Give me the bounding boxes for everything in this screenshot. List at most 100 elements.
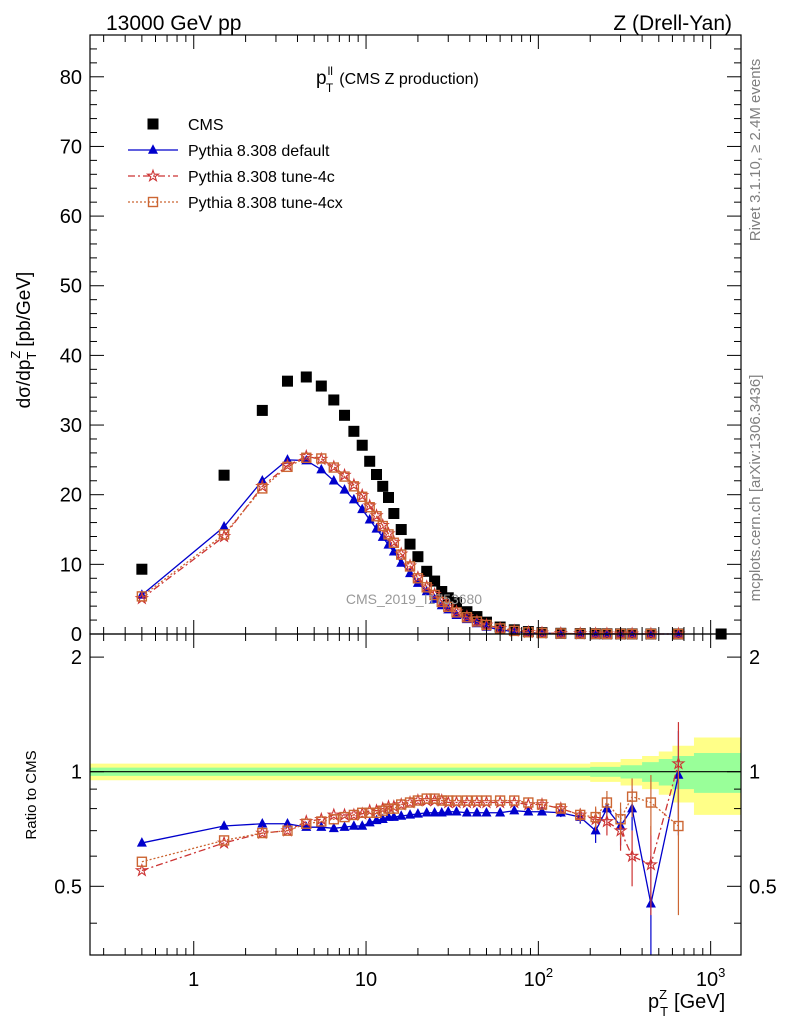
data-point	[523, 805, 534, 816]
data-point	[388, 811, 399, 821]
data-point	[356, 439, 368, 451]
data-point	[256, 404, 268, 416]
data-point	[218, 529, 230, 540]
data-point	[599, 814, 615, 828]
data-point	[421, 793, 432, 804]
data-point	[371, 468, 383, 480]
legend-marker-0	[147, 118, 159, 130]
data-point	[136, 563, 148, 575]
data-point	[451, 805, 462, 816]
legend-marker-1	[148, 144, 158, 154]
x-tick-label: 10	[355, 969, 377, 991]
data-point	[396, 557, 407, 567]
xlabel-unit: [GeV]	[674, 991, 725, 1013]
data-point	[481, 795, 492, 806]
data-point	[404, 538, 416, 550]
data-point	[673, 820, 684, 832]
data-point	[509, 625, 520, 637]
data-point	[282, 825, 293, 836]
data-point	[429, 575, 441, 587]
legend-marker-3	[147, 196, 159, 208]
xlabel-sup: Z	[659, 987, 667, 1002]
y-tick-label: 2	[71, 647, 82, 669]
data-point	[412, 551, 424, 563]
data-point	[436, 586, 448, 598]
header-right: Z (Drell-Yan)	[613, 12, 732, 35]
data-point	[371, 511, 382, 522]
series-line-0	[141, 774, 680, 904]
data-point	[282, 461, 293, 473]
data-point	[396, 810, 407, 820]
data-point	[421, 807, 432, 817]
outer-uncertainty-band	[90, 737, 741, 815]
data-point	[429, 807, 440, 817]
data-point	[339, 471, 350, 482]
legend-label-2: Pythia 8.308 tune-4c	[188, 169, 335, 186]
data-point	[357, 807, 368, 818]
data-point	[316, 816, 327, 827]
data-point	[357, 491, 368, 502]
data-point	[412, 573, 424, 584]
data-point	[301, 452, 312, 463]
data-point	[404, 797, 416, 808]
data-point	[436, 795, 447, 806]
data-point	[339, 821, 350, 831]
data-point	[257, 817, 268, 828]
data-point	[523, 797, 534, 808]
data-point	[429, 793, 440, 804]
data-point	[645, 797, 657, 808]
data-point	[339, 409, 351, 421]
y-tick-label-right: 0.5	[749, 876, 777, 898]
x-tick-label: 102	[524, 965, 553, 991]
y-tick-label: 10	[60, 554, 82, 576]
data-point	[257, 827, 268, 839]
data-point	[509, 795, 520, 806]
data-point	[136, 856, 148, 867]
xlabel-symbol: p	[648, 991, 659, 1013]
data-point	[624, 848, 640, 863]
data-point	[316, 463, 327, 474]
data-point	[471, 807, 482, 817]
data-point	[364, 807, 375, 818]
y-tick-label-right: 1	[749, 762, 760, 784]
data-point	[388, 508, 400, 520]
title-sub: T	[326, 81, 334, 95]
data-point	[481, 807, 492, 817]
mcplots-label: mcplots.cern.ch [arXiv:1306.3436]	[747, 375, 764, 602]
y-tick-label: 70	[60, 136, 82, 158]
data-point	[134, 863, 149, 877]
data-point	[301, 818, 312, 829]
data-point	[601, 797, 613, 808]
data-point	[555, 803, 567, 814]
data-point	[671, 756, 686, 770]
data-point	[383, 529, 394, 540]
y-tick-label: 80	[60, 67, 82, 89]
x-tick-label-exp: 3	[718, 965, 725, 980]
data-point	[315, 380, 327, 392]
data-point	[451, 607, 462, 618]
ylabel-text: dσ/dp	[14, 360, 35, 409]
data-point	[388, 537, 400, 548]
data-point	[536, 627, 548, 639]
x-tick-label-base: 1	[188, 969, 199, 991]
data-point	[218, 469, 230, 481]
legend: CMS Pythia 8.308 default Pythia 8.308 tune…	[128, 117, 343, 212]
ylabel-sup: Z	[8, 351, 23, 359]
data-point	[421, 565, 433, 577]
data-point	[537, 805, 548, 816]
data-point	[218, 835, 230, 846]
ratio-ylabel: Ratio to CMS	[23, 750, 40, 839]
data-point	[364, 502, 375, 513]
data-point	[281, 375, 293, 387]
data-point	[348, 425, 360, 437]
data-point	[383, 803, 394, 814]
data-point	[643, 857, 659, 871]
data-point	[383, 491, 395, 503]
data-point	[442, 592, 454, 604]
rivet-label: Rivet 3.1.10, ≥ 2.4M events	[747, 59, 764, 242]
main-title: pll T (CMS Z production)	[316, 64, 479, 95]
ylabel-unit: [pb/GeV]	[14, 272, 35, 347]
data-point	[257, 483, 268, 494]
legend-label-0: CMS	[188, 117, 224, 134]
data-point	[348, 820, 359, 830]
